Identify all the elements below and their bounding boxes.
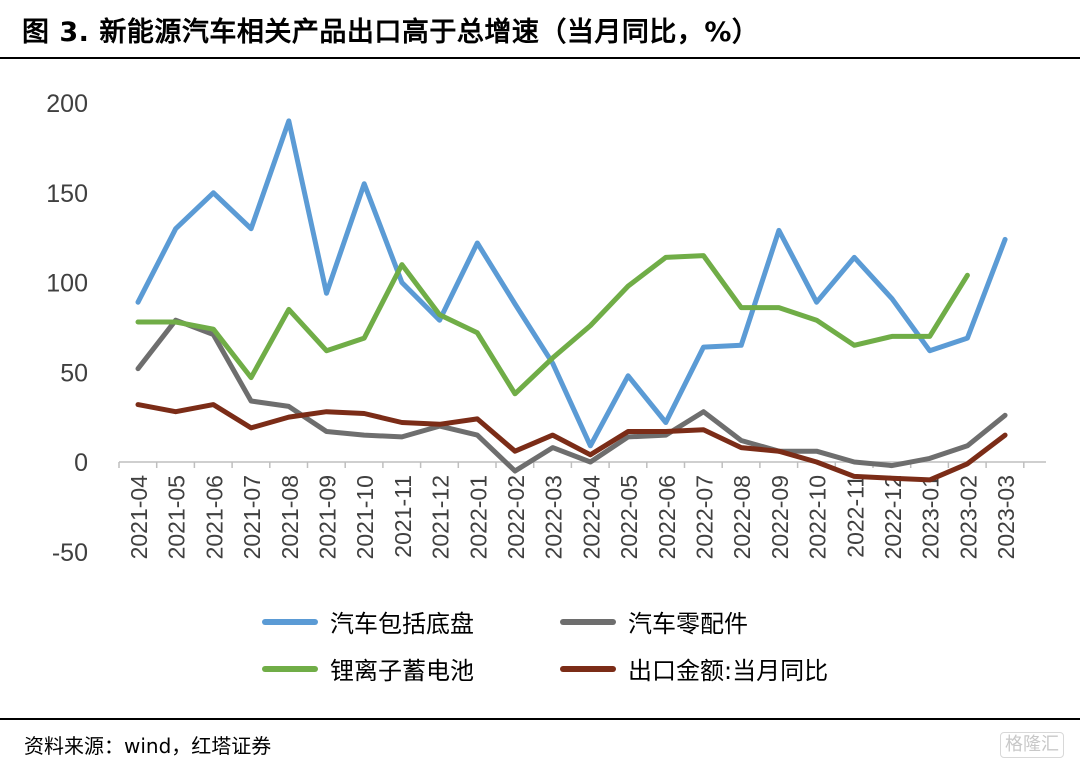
- legend-label-auto-chassis: 汽车包括底盘: [330, 610, 474, 638]
- x-tick-label: 2022-09: [767, 475, 793, 559]
- series-line-auto-parts: [135, 317, 1008, 474]
- source-note: 资料来源：wind，红塔证券: [24, 734, 272, 758]
- series-line-li-ion-battery: [135, 253, 970, 397]
- line-chart: -50 0 50 100 150 200 2021-04 2021-05 2021-06 2021…: [46, 90, 1046, 567]
- y-tick-label: 150: [46, 180, 88, 208]
- x-tick-label: 2022-03: [541, 475, 567, 559]
- y-tick-label: 0: [74, 449, 88, 477]
- y-tick-label: 200: [46, 90, 88, 118]
- legend-swatch-auto-chassis: [262, 618, 318, 625]
- x-tick-label: 2021-05: [164, 475, 190, 559]
- x-tick-label: 2021-12: [428, 475, 454, 559]
- series-line-auto-chassis: [135, 118, 1008, 449]
- x-tick-label: 2021-10: [352, 475, 378, 559]
- chart-series-lines: [135, 118, 1008, 483]
- x-tick-label: 2022-12: [880, 475, 906, 559]
- y-tick-label: -50: [52, 539, 88, 567]
- x-tick-label: 2022-05: [616, 475, 642, 559]
- x-tick-label: 2023-02: [955, 475, 981, 559]
- x-tick-label: 2022-10: [805, 475, 831, 559]
- legend-label-li-ion-battery: 锂离子蓄电池: [330, 657, 474, 685]
- legend-item-auto-chassis: 汽车包括底盘: [262, 604, 474, 639]
- x-tick-label: 2022-04: [578, 475, 604, 560]
- legend-label-export-yoy: 出口金额:当月同比: [628, 657, 829, 685]
- x-tick-label: 2022-02: [503, 475, 529, 559]
- x-tick-label: 2023-03: [993, 475, 1019, 559]
- title-rule: [0, 57, 1080, 59]
- x-tick-label: 2021-07: [239, 475, 265, 559]
- legend-swatch-export-yoy: [560, 665, 616, 672]
- legend-swatch-auto-parts: [560, 618, 616, 625]
- x-tick-label: 2021-09: [315, 475, 341, 559]
- figure-title: 图 3. 新能源汽车相关产品出口高于总增速（当月同比，%）: [22, 17, 760, 48]
- legend-item-auto-parts: 汽车零配件: [560, 604, 748, 639]
- watermark-logo: 格隆汇: [1000, 732, 1064, 758]
- x-tick-label: 2022-07: [692, 475, 718, 559]
- x-tick-label: 2022-11: [842, 475, 868, 558]
- legend-item-export-yoy: 出口金额:当月同比: [560, 651, 828, 686]
- x-tick-label: 2021-08: [277, 475, 303, 559]
- x-tick-label: 2022-01: [465, 475, 491, 559]
- chart-axes: -50 0 50 100 150 200 2021-04 2021-05 2021-06 2021…: [46, 90, 1046, 567]
- x-tick-label: 2023-01: [918, 475, 944, 559]
- legend-label-auto-parts: 汽车零配件: [628, 610, 748, 638]
- x-tick-label: 2022-08: [729, 475, 755, 559]
- x-tick-label: 2021-06: [201, 475, 227, 559]
- legend-item-li-ion-battery: 锂离子蓄电池: [262, 651, 474, 686]
- y-tick-label: 100: [46, 270, 88, 298]
- x-tick-label: 2021-11: [390, 475, 416, 558]
- series-line-export-yoy: [135, 402, 1008, 483]
- y-tick-label: 50: [60, 359, 88, 387]
- legend-swatch-li-ion-battery: [262, 665, 318, 672]
- footer-rule: [0, 718, 1080, 720]
- x-tick-label: 2022-06: [654, 475, 680, 559]
- x-tick-label: 2021-04: [126, 475, 152, 560]
